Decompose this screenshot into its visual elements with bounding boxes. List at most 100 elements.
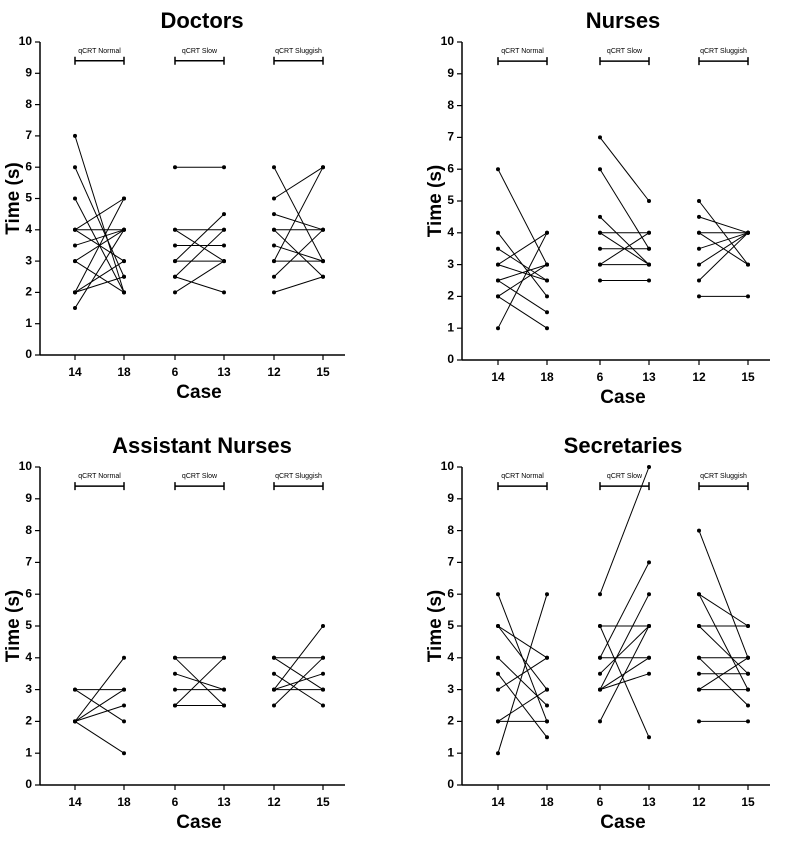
- data-point: [321, 655, 325, 660]
- y-tick-label: 7: [25, 555, 32, 569]
- group-2: qCRT Slow: [173, 473, 226, 708]
- data-point: [746, 655, 750, 660]
- paired-line: [74, 720, 125, 754]
- y-tick-label: 3: [25, 253, 32, 267]
- group-bracket: [74, 482, 125, 491]
- data-point: [647, 624, 651, 628]
- y-tick-label: 9: [25, 65, 32, 79]
- data-point: [496, 687, 500, 692]
- data-point: [545, 262, 549, 267]
- data-point: [647, 278, 651, 283]
- data-point: [545, 703, 549, 708]
- data-point: [647, 655, 651, 660]
- data-point: [173, 671, 177, 676]
- y-tick-label: 9: [447, 66, 454, 80]
- data-point: [73, 243, 77, 248]
- group-label: qCRT Sluggish: [275, 473, 322, 480]
- paired-line: [174, 213, 225, 262]
- group-bracket: [497, 482, 548, 491]
- y-tick-label: 1: [25, 316, 32, 330]
- group-bracket: [174, 56, 225, 65]
- data-point: [697, 199, 701, 203]
- data-point: [122, 259, 126, 264]
- paired-line: [497, 232, 548, 329]
- data-point: [598, 230, 602, 235]
- data-point: [496, 278, 500, 283]
- group-label: qCRT Sluggish: [275, 48, 322, 55]
- data-point: [545, 719, 549, 724]
- data-point: [173, 227, 177, 232]
- group-1: qCRT Normal: [73, 48, 126, 311]
- data-point: [321, 671, 325, 676]
- y-tick-label: 1: [25, 745, 32, 759]
- x-tick-label: 15: [741, 795, 755, 809]
- data-point: [496, 294, 500, 299]
- paired-line: [273, 166, 324, 199]
- data-point: [697, 624, 701, 628]
- paired-line: [698, 232, 749, 281]
- y-tick-label: 2: [447, 289, 454, 303]
- y-tick-label: 8: [447, 98, 454, 112]
- data-point: [545, 326, 549, 331]
- data-point: [122, 655, 126, 660]
- y-tick-label: 6: [25, 159, 32, 173]
- paired-line: [273, 625, 324, 690]
- data-point: [496, 592, 500, 597]
- y-tick-label: 3: [447, 682, 454, 696]
- x-tick-label: 6: [597, 795, 604, 809]
- x-tick-label: 13: [217, 795, 231, 809]
- data-point: [173, 655, 177, 660]
- data-point: [647, 262, 651, 267]
- y-tick-label: 6: [447, 586, 454, 600]
- paired-line: [599, 466, 650, 595]
- group-label: qCRT Normal: [501, 473, 544, 480]
- x-tick-label: 12: [692, 370, 706, 384]
- paired-line: [599, 673, 650, 691]
- data-point: [697, 655, 701, 660]
- data-point: [598, 246, 602, 251]
- paired-line: [698, 657, 749, 691]
- data-point: [173, 165, 177, 170]
- paired-line: [497, 232, 548, 266]
- y-tick-label: 10: [441, 459, 455, 473]
- data-point: [73, 687, 77, 692]
- data-point: [73, 227, 77, 232]
- group-label: qCRT Slow: [607, 48, 643, 55]
- data-point: [746, 719, 750, 724]
- group-1: qCRT Normal: [73, 473, 126, 756]
- paired-line: [698, 232, 749, 250]
- paired-line: [497, 625, 548, 659]
- y-axis-title: Time (s): [3, 590, 24, 663]
- x-tick-label: 13: [217, 365, 231, 379]
- paired-line: [599, 625, 650, 675]
- y-tick-label: 2: [447, 714, 454, 728]
- y-tick-label: 10: [441, 34, 455, 48]
- y-tick-label: 8: [25, 523, 32, 537]
- data-point: [272, 243, 276, 248]
- data-point: [321, 274, 325, 279]
- data-point: [598, 278, 602, 283]
- data-point: [647, 592, 651, 597]
- data-point: [321, 227, 325, 232]
- data-point: [222, 227, 226, 232]
- paired-line: [599, 562, 650, 659]
- paired-line: [599, 625, 650, 722]
- data-point: [321, 259, 325, 264]
- data-point: [647, 246, 651, 251]
- paired-line: [599, 168, 650, 249]
- data-point: [321, 624, 325, 628]
- x-tick-label: 6: [172, 795, 179, 809]
- group-label: qCRT Slow: [182, 473, 218, 480]
- data-point: [272, 259, 276, 264]
- data-point: [272, 687, 276, 692]
- data-point: [697, 230, 701, 235]
- y-tick-label: 5: [447, 618, 454, 632]
- y-tick-label: 9: [447, 491, 454, 505]
- y-tick-label: 4: [25, 650, 32, 664]
- y-tick-label: 3: [447, 257, 454, 271]
- data-point: [272, 655, 276, 660]
- y-tick-label: 6: [447, 161, 454, 175]
